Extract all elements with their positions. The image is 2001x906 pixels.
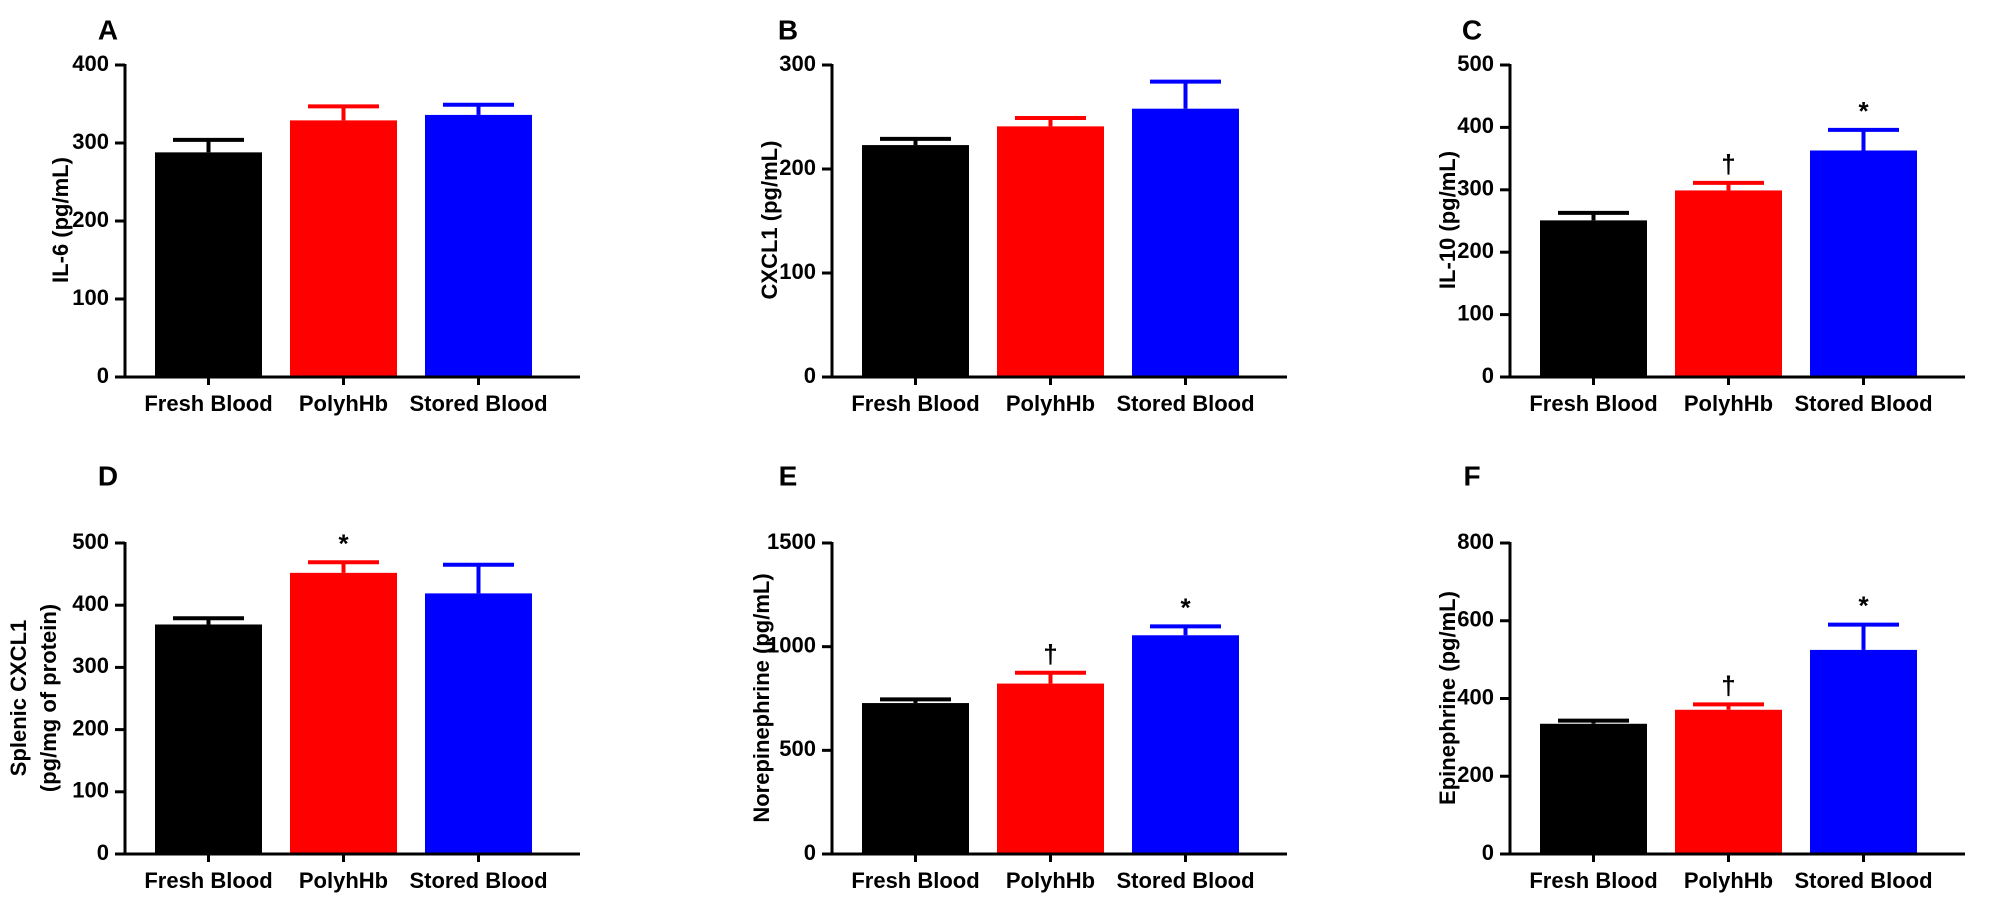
panel-e: E Fresh Blood † PolyhHb * Stored Blood 0 500 100…	[749, 460, 1287, 893]
x-tick-label: PolyhHb	[1006, 391, 1095, 416]
x-tick-label: Stored Blood	[409, 391, 547, 416]
panel-b: B Fresh Blood PolyhHb Stored Blood 0 100 200 30…	[757, 14, 1287, 416]
bar-polyhhb	[290, 120, 397, 377]
x-tick-label: Stored Blood	[409, 868, 547, 893]
significance-mark: †	[1721, 670, 1735, 700]
y-tick-label: 200	[1457, 238, 1494, 263]
panel-letter: C	[1462, 14, 1482, 45]
x-tick-label: Fresh Blood	[851, 868, 979, 893]
bar-fresh-blood	[1540, 220, 1647, 377]
bar-polyhhb	[997, 683, 1104, 854]
panel-a: A Fresh Blood PolyhHb Stored Blood 0 100 200 30…	[48, 14, 580, 416]
y-tick-label: 0	[1482, 840, 1494, 865]
y-tick-label: 100	[72, 285, 109, 310]
panel-letter: D	[98, 460, 118, 491]
bar-polyhhb	[1675, 709, 1782, 854]
bar-polyhhb	[1675, 190, 1782, 377]
bar-stored-blood	[425, 114, 532, 378]
panel-letter: B	[778, 14, 798, 45]
y-tick-label: 0	[804, 363, 816, 388]
y-tick-label: 500	[1457, 51, 1494, 76]
y-tick-label: 500	[779, 736, 816, 761]
y-tick-label: 1500	[767, 529, 816, 554]
x-tick-label: PolyhHb	[1006, 868, 1095, 893]
y-tick-label: 400	[72, 591, 109, 616]
bar-fresh-blood	[862, 145, 969, 377]
x-tick-label: Fresh Blood	[1529, 868, 1657, 893]
y-tick-label: 300	[72, 653, 109, 678]
y-tick-label: 300	[1457, 176, 1494, 201]
y-axis-title: Norepinephrine (pg/mL)	[749, 573, 774, 822]
x-tick-label: Fresh Blood	[144, 391, 272, 416]
y-tick-label: 0	[804, 840, 816, 865]
y-tick-label: 100	[1457, 300, 1494, 325]
bar-fresh-blood	[155, 624, 262, 854]
y-tick-label: 400	[1457, 113, 1494, 138]
panel-letter: F	[1463, 460, 1480, 491]
y-tick-label: 300	[72, 129, 109, 154]
significance-mark: *	[1858, 96, 1869, 126]
y-axis-title-line: Splenic CXCL1	[6, 620, 31, 776]
panel-d: D Fresh Blood * PolyhHb Stored Blood 0 100 200 3…	[6, 460, 580, 893]
bar-polyhhb	[997, 126, 1104, 377]
y-tick-label: 200	[72, 207, 109, 232]
x-tick-label: PolyhHb	[299, 868, 388, 893]
y-tick-label: 400	[1457, 684, 1494, 709]
bar-fresh-blood	[1540, 723, 1647, 854]
bar-stored-blood	[1132, 108, 1239, 378]
significance-mark: †	[1043, 639, 1057, 669]
y-tick-label: 600	[1457, 607, 1494, 632]
x-tick-label: PolyhHb	[299, 391, 388, 416]
y-tick-label: 200	[72, 715, 109, 740]
y-axis-title: IL-10 (pg/mL)	[1435, 151, 1460, 289]
panel-f: F Fresh Blood † PolyhHb * Stored Blood 0 200 400…	[1435, 460, 1965, 893]
x-tick-label: Fresh Blood	[1529, 391, 1657, 416]
panel-letter: A	[98, 14, 118, 45]
y-tick-label: 1000	[767, 632, 816, 657]
bar-stored-blood	[1810, 649, 1917, 854]
y-tick-label: 0	[97, 363, 109, 388]
y-tick-label: 400	[72, 51, 109, 76]
significance-mark: †	[1721, 149, 1735, 179]
x-tick-label: PolyhHb	[1684, 391, 1773, 416]
bar-polyhhb	[290, 572, 397, 854]
y-tick-label: 200	[779, 155, 816, 180]
y-tick-label: 200	[1457, 762, 1494, 787]
bar-stored-blood	[1810, 150, 1917, 377]
y-tick-label: 0	[97, 840, 109, 865]
y-axis-title: CXCL1 (pg/mL)	[757, 141, 782, 300]
y-tick-label: 0	[1482, 363, 1494, 388]
x-tick-label: Stored Blood	[1794, 868, 1932, 893]
bar-fresh-blood	[862, 703, 969, 854]
panel-c: C Fresh Blood † PolyhHb * Stored Blood 0 100 200…	[1435, 14, 1965, 416]
significance-mark: *	[1180, 592, 1191, 622]
x-tick-label: Fresh Blood	[144, 868, 272, 893]
x-tick-label: Stored Blood	[1116, 868, 1254, 893]
bar-stored-blood	[425, 593, 532, 854]
bar-fresh-blood	[155, 152, 262, 377]
x-tick-label: PolyhHb	[1684, 868, 1773, 893]
significance-mark: *	[338, 528, 349, 558]
y-axis-title: IL-6 (pg/mL)	[48, 157, 73, 283]
y-axis-title: Epinephrine (pg/mL)	[1435, 591, 1460, 805]
y-tick-label: 100	[72, 778, 109, 803]
y-tick-label: 100	[779, 259, 816, 284]
x-tick-label: Fresh Blood	[851, 391, 979, 416]
y-tick-label: 300	[779, 51, 816, 76]
panel-letter: E	[779, 460, 798, 491]
bar-stored-blood	[1132, 635, 1239, 854]
significance-mark: *	[1858, 591, 1869, 621]
x-tick-label: Stored Blood	[1794, 391, 1932, 416]
y-tick-label: 800	[1457, 529, 1494, 554]
y-tick-label: 500	[72, 529, 109, 554]
x-tick-label: Stored Blood	[1116, 391, 1254, 416]
y-axis-title-line: (pg/mg of protein)	[36, 604, 61, 792]
